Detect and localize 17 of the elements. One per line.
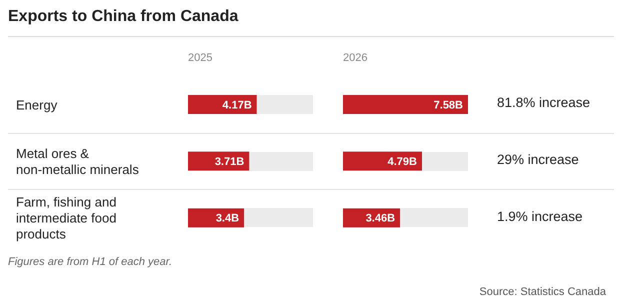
data-label: 7.58B xyxy=(434,99,464,112)
data-label: 3.4B xyxy=(216,212,240,225)
y-tick-label: Metal ores & non-metallic minerals xyxy=(16,146,140,177)
y-tick-label: Energy xyxy=(16,97,58,112)
source-note: Source: Statistics Canada xyxy=(478,286,606,298)
text: 29% increase xyxy=(497,152,579,167)
data-label: 3.71B xyxy=(214,156,244,168)
data-label: 4.17B xyxy=(222,99,252,112)
x-axis-title: 2025 xyxy=(188,52,212,64)
data-label: 3.46B xyxy=(366,212,396,225)
text: 1.9% increase xyxy=(497,208,583,224)
text: Figures are from H1 of each year. xyxy=(8,256,172,268)
x-axis-title: 2026 xyxy=(343,52,368,64)
text: 81.8% increase xyxy=(497,95,590,110)
data-label: 4.79B xyxy=(388,156,418,168)
chart-title: Exports to China from Canada xyxy=(8,8,238,26)
y-tick-label: Farm, fishing and intermediate food products xyxy=(16,194,116,242)
